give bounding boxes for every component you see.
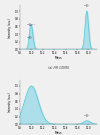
X-axis label: Mass: Mass xyxy=(55,56,62,60)
Text: $^{40}$Ar$^{4+}$: $^{40}$Ar$^{4+}$ xyxy=(26,21,37,29)
Y-axis label: Intensity (a.u.): Intensity (a.u.) xyxy=(8,17,12,38)
Text: (a) HR GDMS: (a) HR GDMS xyxy=(48,66,69,70)
Text: $^{11}$B$^{+}$: $^{11}$B$^{+}$ xyxy=(83,112,91,120)
Text: $^{11}$B$^{+}$: $^{11}$B$^{+}$ xyxy=(83,3,91,10)
Y-axis label: Intensity (a.u.): Intensity (a.u.) xyxy=(8,92,12,112)
X-axis label: Mass: Mass xyxy=(55,131,62,135)
Text: $^{10}$B$^{+}$: $^{10}$B$^{+}$ xyxy=(26,34,34,42)
